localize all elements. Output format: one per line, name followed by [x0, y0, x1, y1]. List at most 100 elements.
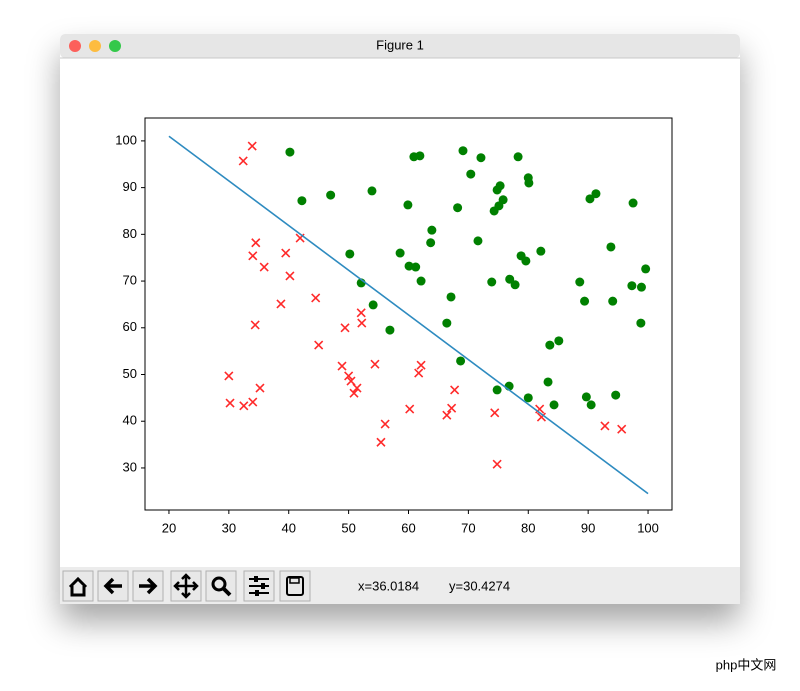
dot-marker — [385, 325, 395, 335]
dot-marker — [456, 356, 466, 366]
dot-marker — [476, 153, 486, 163]
x-marker — [314, 340, 324, 350]
x-marker — [442, 410, 452, 420]
title-bar — [60, 34, 740, 58]
x-marker — [414, 368, 424, 378]
x-marker — [344, 371, 354, 381]
close-button[interactable] — [69, 40, 81, 52]
dot-marker — [473, 236, 483, 246]
dot-marker — [611, 390, 621, 400]
dot-marker — [487, 277, 497, 287]
x-marker — [376, 437, 386, 447]
x-tick-label: 60 — [401, 520, 415, 535]
dot-marker — [442, 318, 452, 328]
window-title: Figure 1 — [376, 37, 424, 52]
dot-marker — [426, 238, 436, 248]
x-marker — [248, 397, 258, 407]
configure-button[interactable] — [243, 570, 275, 602]
x-marker — [450, 385, 460, 395]
dot-marker — [641, 264, 651, 274]
y-tick-label: 90 — [123, 179, 137, 194]
dot-marker — [608, 296, 618, 306]
x-marker — [224, 371, 234, 381]
zoom-button[interactable] — [109, 40, 121, 52]
x-tick-label: 100 — [637, 520, 659, 535]
dot-marker — [510, 280, 520, 290]
dot-marker — [636, 282, 646, 292]
dot-marker — [585, 194, 595, 204]
x-marker — [250, 320, 260, 330]
x-marker — [311, 293, 321, 303]
dot-marker — [492, 385, 502, 395]
dot-marker — [627, 281, 637, 291]
x-marker — [238, 156, 248, 166]
x-marker — [536, 412, 547, 422]
x-marker — [276, 299, 286, 309]
x-marker — [239, 401, 249, 411]
minimize-button[interactable] — [89, 40, 101, 52]
dot-marker — [513, 152, 523, 162]
x-marker — [259, 262, 269, 272]
dot-marker — [404, 261, 414, 271]
y-tick-label: 60 — [123, 319, 137, 334]
pan-button[interactable] — [170, 570, 202, 602]
x-marker — [255, 383, 265, 393]
x-marker — [492, 459, 502, 469]
dot-marker — [549, 400, 559, 410]
x-marker — [380, 419, 390, 429]
home-button[interactable] — [62, 570, 94, 602]
y-tick-label: 40 — [123, 413, 137, 428]
x-marker — [405, 404, 415, 414]
y-tick-label: 30 — [123, 459, 137, 474]
plot: 20 30 40 50 60 70 80 90 100 30 40 50 60 70 80 90 100 — [115, 117, 673, 535]
dot-marker — [297, 196, 307, 206]
dot-marker — [415, 151, 425, 161]
x-tick-label: 20 — [162, 520, 176, 535]
dot-marker — [345, 249, 355, 259]
x-tick-label: 70 — [461, 520, 475, 535]
dot-marker — [489, 206, 499, 216]
x-tick-label: 90 — [581, 520, 595, 535]
dot-marker — [367, 186, 377, 196]
back-button[interactable] — [97, 570, 129, 602]
x-readout: x=36.0184 — [358, 578, 419, 593]
x-marker — [340, 323, 350, 333]
x-marker — [337, 361, 347, 371]
dot-marker — [505, 274, 515, 284]
dot-marker — [580, 296, 590, 306]
x-marker — [352, 383, 362, 393]
dot-marker — [326, 190, 336, 200]
zoom-tool-button[interactable] — [205, 570, 237, 602]
x-marker — [356, 308, 366, 318]
fit-line — [168, 135, 649, 495]
dot-marker — [606, 242, 616, 252]
x-marker — [447, 403, 457, 413]
watermark: php中文网 — [716, 657, 777, 672]
dot-marker — [368, 300, 378, 310]
x-marker — [600, 421, 610, 431]
toolbar-buttons — [62, 570, 311, 602]
x-marker — [281, 248, 291, 258]
x-marker — [349, 388, 359, 398]
dot-marker — [458, 146, 468, 156]
x-marker — [248, 251, 258, 261]
x-marker — [416, 360, 426, 370]
x-tick-label: 30 — [222, 520, 236, 535]
x-marker — [617, 424, 627, 434]
x-marker — [357, 318, 367, 328]
dot-marker — [636, 318, 646, 328]
dot-marker — [575, 277, 585, 287]
dot-marker — [523, 393, 533, 403]
y-tick-label: 50 — [123, 366, 137, 381]
dot-marker — [466, 169, 476, 179]
dot-marker — [416, 276, 426, 286]
y-tick-label: 70 — [123, 272, 137, 287]
save-button[interactable] — [279, 570, 311, 602]
forward-button[interactable] — [132, 570, 164, 602]
y-readout: y=30.4274 — [449, 578, 510, 593]
x-marker — [370, 359, 380, 369]
x-marker — [490, 408, 500, 418]
x-marker — [285, 271, 295, 281]
dot-marker — [285, 147, 295, 157]
